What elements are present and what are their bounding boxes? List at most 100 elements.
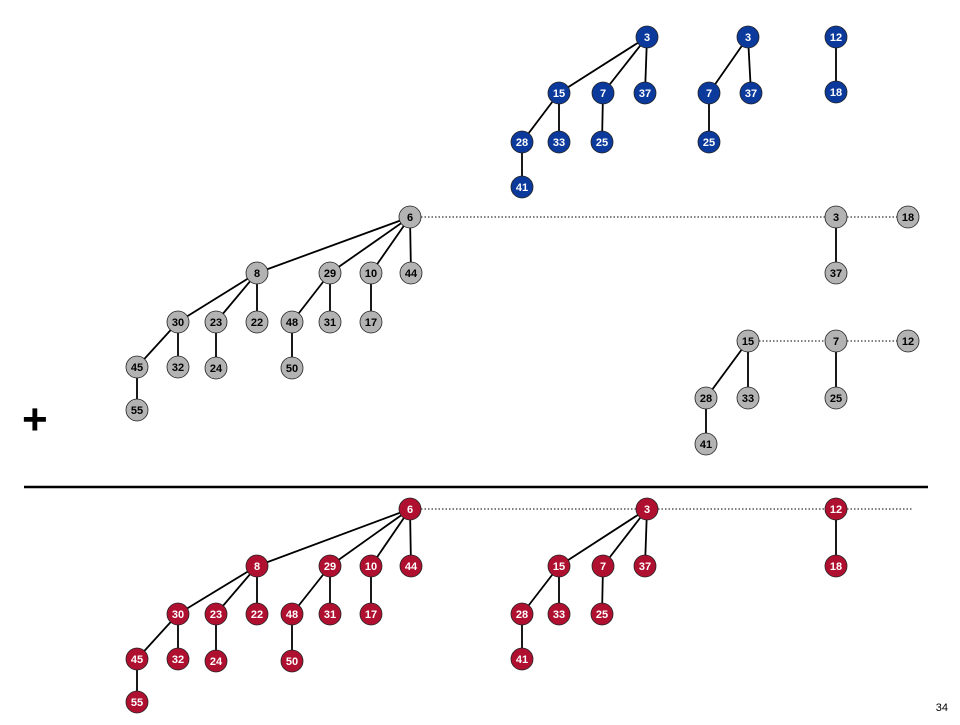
node-circle bbox=[204, 356, 228, 380]
node-circle bbox=[736, 386, 760, 410]
gray-heap-node: 55 bbox=[125, 398, 149, 422]
node-key: 32 bbox=[172, 654, 184, 666]
node-circle bbox=[736, 329, 760, 353]
node-key: 32 bbox=[172, 362, 184, 374]
blue-heap-node: 28 bbox=[510, 130, 534, 154]
plus-operator: + bbox=[22, 395, 48, 444]
node-circle bbox=[166, 647, 190, 671]
node-circle bbox=[318, 554, 342, 578]
node-circle bbox=[896, 205, 920, 229]
red-heap-node: 25 bbox=[590, 602, 614, 626]
node-circle bbox=[318, 602, 342, 626]
node-key: 6 bbox=[407, 504, 413, 516]
node-circle bbox=[245, 310, 269, 334]
red-heap-node: 29 bbox=[318, 554, 342, 578]
node-key: 18 bbox=[902, 212, 914, 224]
node-circle bbox=[590, 130, 614, 154]
blue-heap-node: 37 bbox=[633, 81, 657, 105]
node-key: 37 bbox=[639, 561, 651, 573]
gray-heap-node: 25 bbox=[824, 386, 848, 410]
gray-heap-node: 8 bbox=[245, 261, 269, 285]
node-key: 15 bbox=[742, 336, 754, 348]
red-heap-node: 50 bbox=[280, 649, 304, 673]
node-key: 15 bbox=[553, 88, 565, 100]
node-circle bbox=[359, 261, 383, 285]
red-heap-node: 12 bbox=[824, 497, 848, 521]
node-circle bbox=[280, 602, 304, 626]
gray-heap-node: 10 bbox=[359, 261, 383, 285]
gray-heap-node: 31 bbox=[318, 310, 342, 334]
red-heap-node: 22 bbox=[245, 602, 269, 626]
node-circle bbox=[824, 261, 848, 285]
node-key: 33 bbox=[553, 137, 565, 149]
node-circle bbox=[635, 497, 659, 521]
node-key: 41 bbox=[516, 654, 528, 666]
blue-heap-node: 25 bbox=[697, 130, 721, 154]
blue-heap-node: 3 bbox=[635, 25, 659, 49]
node-key: 30 bbox=[172, 609, 184, 621]
gray-heap-node: 30 bbox=[166, 310, 190, 334]
node-circle bbox=[125, 690, 149, 714]
gray-heap-node: 44 bbox=[399, 261, 423, 285]
red-heap-node: 28 bbox=[510, 602, 534, 626]
node-key: 7 bbox=[600, 88, 606, 100]
gray-heap-node: 22 bbox=[245, 310, 269, 334]
node-circle bbox=[359, 554, 383, 578]
gray-heap-node: 18 bbox=[896, 205, 920, 229]
red-heap-node: 33 bbox=[547, 602, 571, 626]
node-key: 7 bbox=[833, 336, 839, 348]
node-circle bbox=[245, 554, 269, 578]
node-circle bbox=[824, 80, 848, 104]
node-circle bbox=[204, 602, 228, 626]
node-key: 17 bbox=[365, 317, 377, 329]
red-heap-node: 18 bbox=[824, 554, 848, 578]
node-circle bbox=[694, 386, 718, 410]
red-heap-node: 17 bbox=[359, 602, 383, 626]
node-key: 31 bbox=[324, 317, 336, 329]
node-key: 3 bbox=[745, 32, 751, 44]
node-key: 55 bbox=[131, 697, 143, 709]
node-circle bbox=[824, 554, 848, 578]
red-heap-node: 55 bbox=[125, 690, 149, 714]
red-tree-edge bbox=[558, 508, 648, 567]
red-heap-node: 23 bbox=[204, 602, 228, 626]
gray-heap-node: 41 bbox=[694, 432, 718, 456]
gray-heap-node: 37 bbox=[824, 261, 848, 285]
node-key: 50 bbox=[286, 656, 298, 668]
gray-heap-node: 50 bbox=[280, 356, 304, 380]
node-circle bbox=[547, 81, 571, 105]
node-key: 8 bbox=[254, 268, 260, 280]
blue-heap-node: 3 bbox=[736, 25, 760, 49]
node-circle bbox=[204, 649, 228, 673]
node-circle bbox=[399, 554, 423, 578]
red-heap-node: 15 bbox=[547, 554, 571, 578]
node-key: 44 bbox=[405, 561, 418, 573]
node-circle bbox=[318, 310, 342, 334]
blue-heap-node: 15 bbox=[547, 81, 571, 105]
node-circle bbox=[280, 356, 304, 380]
node-key: 28 bbox=[516, 137, 528, 149]
node-key: 28 bbox=[516, 609, 528, 621]
node-circle bbox=[204, 310, 228, 334]
node-circle bbox=[510, 647, 534, 671]
gray-heap-node: 7 bbox=[824, 329, 848, 353]
node-circle bbox=[547, 602, 571, 626]
gray-heap-node: 12 bbox=[896, 329, 920, 353]
red-heap-node: 8 bbox=[245, 554, 269, 578]
node-key: 7 bbox=[600, 561, 606, 573]
node-key: 22 bbox=[251, 609, 263, 621]
gray-tree-edge bbox=[256, 216, 411, 274]
node-key: 10 bbox=[365, 268, 377, 280]
node-key: 25 bbox=[703, 137, 715, 149]
red-heap-node: 3 bbox=[635, 497, 659, 521]
node-key: 33 bbox=[742, 393, 754, 405]
node-circle bbox=[245, 261, 269, 285]
node-circle bbox=[510, 130, 534, 154]
node-key: 37 bbox=[830, 268, 842, 280]
node-key: 3 bbox=[644, 504, 650, 516]
node-circle bbox=[591, 554, 615, 578]
node-key: 44 bbox=[405, 268, 418, 280]
node-key: 41 bbox=[700, 439, 712, 451]
node-circle bbox=[359, 602, 383, 626]
